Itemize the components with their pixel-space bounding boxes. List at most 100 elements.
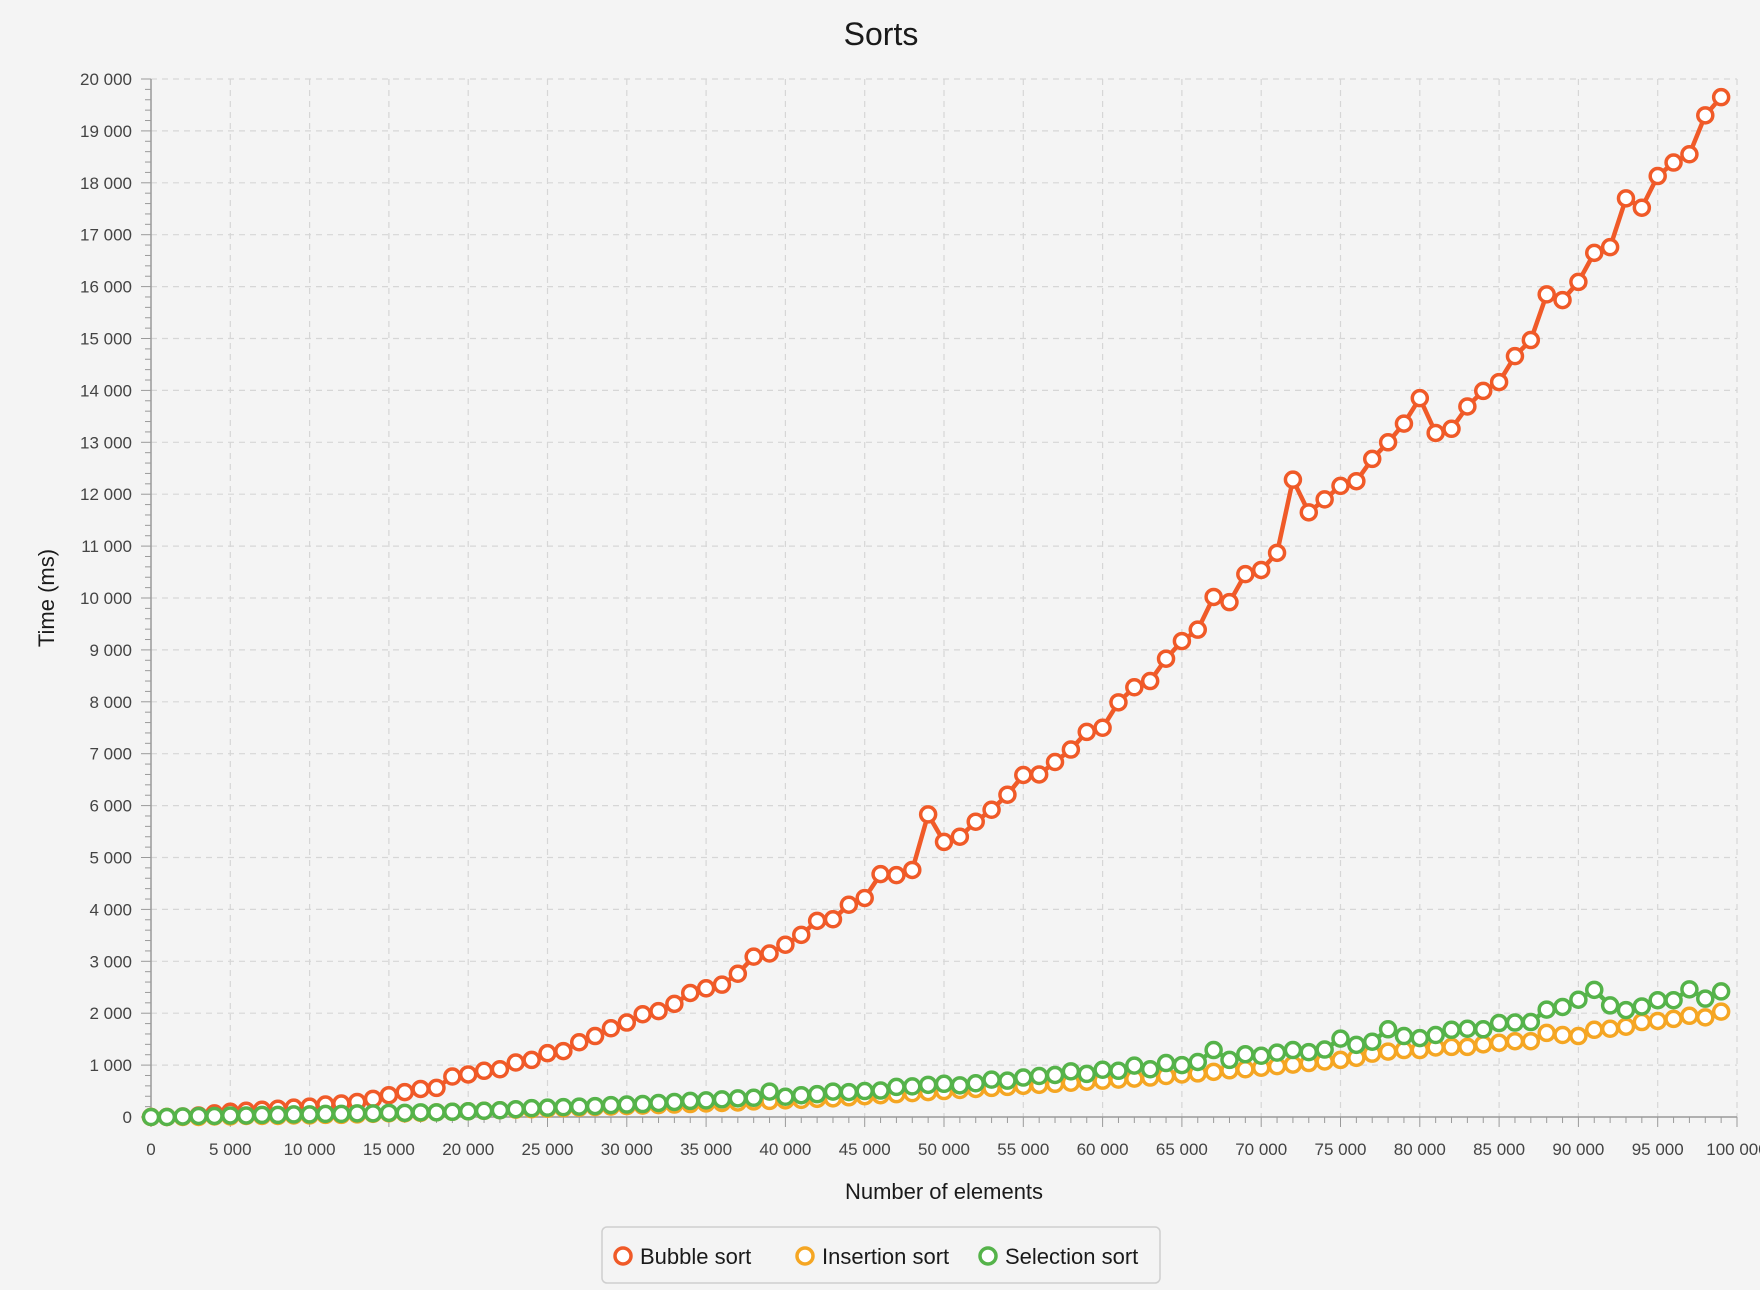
data-point xyxy=(443,1067,462,1086)
y-tick-label: 9 000 xyxy=(89,641,132,660)
x-tick-label: 55 000 xyxy=(997,1140,1049,1159)
data-point xyxy=(1125,1056,1144,1075)
data-point xyxy=(1236,1044,1255,1064)
data-point xyxy=(1600,996,1620,1015)
data-point xyxy=(490,1101,510,1120)
data-point xyxy=(538,1043,557,1063)
data-point xyxy=(855,888,874,908)
data-point xyxy=(665,1092,684,1112)
data-point xyxy=(1680,980,1699,999)
y-tick-label: 17 000 xyxy=(80,226,132,245)
data-point xyxy=(807,911,827,931)
data-point xyxy=(1299,1042,1319,1062)
data-point xyxy=(458,1065,478,1084)
data-point xyxy=(316,1104,335,1124)
data-point xyxy=(1585,1020,1604,1040)
data-point xyxy=(522,1098,541,1118)
y-tick-label: 19 000 xyxy=(80,122,132,141)
data-point xyxy=(1648,166,1667,186)
data-point xyxy=(887,1077,906,1097)
y-tick-label: 14 000 xyxy=(80,381,132,400)
x-tick-label: 80 000 xyxy=(1394,1140,1446,1159)
data-point xyxy=(1600,237,1620,257)
data-point xyxy=(1553,997,1572,1017)
data-point xyxy=(1696,106,1715,125)
data-point xyxy=(1188,1052,1208,1072)
data-point xyxy=(427,1078,446,1098)
data-point xyxy=(1521,330,1541,350)
y-tick-label: 18 000 xyxy=(80,174,132,193)
data-point xyxy=(1188,620,1208,639)
data-point xyxy=(1711,982,1731,1001)
x-tick-label: 40 000 xyxy=(759,1140,811,1159)
x-tick-label: 90 000 xyxy=(1552,1140,1604,1159)
data-point xyxy=(934,1074,954,1094)
data-point xyxy=(1140,1060,1160,1079)
data-point xyxy=(839,1082,859,1102)
y-tick-label: 5 000 xyxy=(89,849,132,868)
y-tick-label: 2 000 xyxy=(89,1004,132,1023)
data-point xyxy=(744,1088,763,1108)
legend-label: Insertion sort xyxy=(822,1244,949,1269)
data-point xyxy=(1569,272,1588,292)
data-point xyxy=(1029,1066,1049,1086)
data-point xyxy=(1632,198,1652,217)
data-point xyxy=(1473,381,1493,401)
legend-label: Bubble sort xyxy=(640,1244,751,1269)
y-axis-title: Time (ms) xyxy=(34,549,59,647)
data-point xyxy=(490,1060,510,1079)
y-tick-label: 3 000 xyxy=(89,952,132,971)
data-point xyxy=(649,1093,668,1113)
data-point xyxy=(1172,631,1192,651)
data-point xyxy=(1696,989,1715,1008)
data-point xyxy=(1489,372,1509,392)
x-tick-label: 35 000 xyxy=(680,1140,732,1159)
data-point xyxy=(569,1033,589,1052)
data-point xyxy=(1505,1031,1525,1051)
data-point xyxy=(1442,1037,1461,1057)
data-point xyxy=(506,1053,526,1072)
data-point xyxy=(1505,346,1525,366)
data-point xyxy=(1648,990,1667,1010)
data-point xyxy=(1236,1060,1255,1079)
x-tick-label: 10 000 xyxy=(284,1140,336,1159)
x-tick-label: 20 000 xyxy=(442,1140,494,1159)
data-point xyxy=(252,1105,272,1125)
data-point xyxy=(1442,1020,1461,1040)
data-point xyxy=(1204,587,1223,607)
data-point xyxy=(1521,1031,1541,1051)
y-tick-label: 0 xyxy=(123,1108,132,1127)
data-point xyxy=(1616,1017,1636,1036)
x-tick-label: 95 000 xyxy=(1632,1140,1684,1159)
data-point xyxy=(1696,1008,1715,1027)
data-point xyxy=(1585,243,1604,263)
data-point xyxy=(427,1103,446,1122)
data-point xyxy=(807,1084,827,1104)
data-point xyxy=(1378,1042,1398,1061)
data-point xyxy=(918,1075,938,1095)
data-point xyxy=(1553,290,1572,310)
data-point xyxy=(776,1087,795,1107)
data-point xyxy=(284,1105,303,1124)
data-point xyxy=(712,975,732,994)
data-point xyxy=(1521,1012,1541,1032)
x-tick-label: 65 000 xyxy=(1156,1140,1208,1159)
data-point xyxy=(1537,1023,1556,1043)
data-point xyxy=(1505,1013,1525,1032)
data-point xyxy=(1236,564,1255,584)
legend-marker xyxy=(978,1246,998,1266)
data-point xyxy=(1362,449,1382,469)
series-selection-sort xyxy=(141,980,1731,1127)
data-point xyxy=(1442,419,1461,439)
data-point xyxy=(1045,752,1065,772)
data-point xyxy=(1489,1013,1509,1033)
data-point xyxy=(1283,1055,1303,1074)
data-point xyxy=(1473,1020,1493,1039)
y-tick-label: 1 000 xyxy=(89,1056,132,1075)
data-point xyxy=(1299,503,1319,522)
data-point xyxy=(1537,1000,1556,1019)
legend-label: Selection sort xyxy=(1005,1244,1138,1269)
data-point xyxy=(268,1105,288,1125)
chart-title: Sorts xyxy=(844,16,919,52)
data-point xyxy=(1156,1053,1176,1073)
